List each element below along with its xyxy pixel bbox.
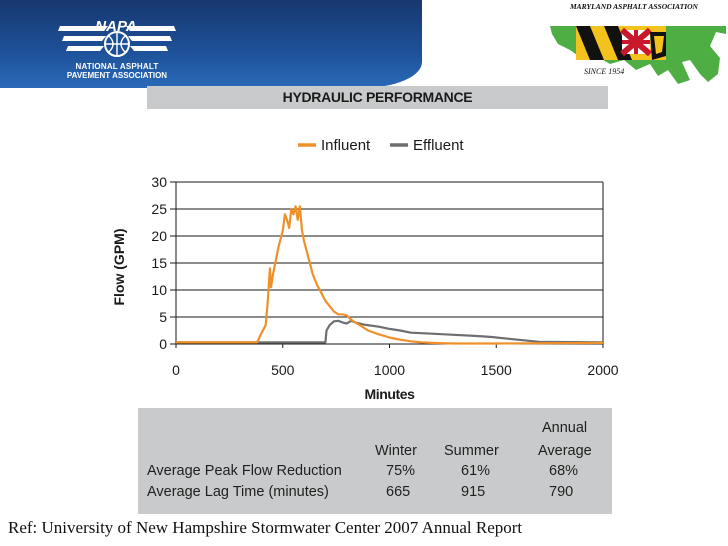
stats-header-average: Average <box>538 443 592 459</box>
stats-row-annual: 790 <box>549 484 574 500</box>
stats-row-winter: 75% <box>386 463 416 479</box>
stats-row-label: Average Peak Flow Reduction <box>147 463 342 479</box>
x-tick-label: 1500 <box>481 362 512 378</box>
y-tick-label: 0 <box>159 336 167 352</box>
x-axis-label: Minutes <box>364 386 415 402</box>
x-tick-label: 500 <box>271 362 295 378</box>
hydraulic-performance-chart: 0 5 10 15 20 25 30 0 500 1000 1500 2000 Minutes Flow … <box>100 112 620 412</box>
y-tick-label: 10 <box>151 282 167 298</box>
chart-svg: 0 5 10 15 20 25 30 0 500 1000 1500 2000 Minutes Flow … <box>111 137 619 402</box>
series-line-effluent <box>176 319 604 344</box>
stats-row-summer: 61% <box>461 463 491 479</box>
stats-row-label: Average Lag Time (minutes) <box>147 484 329 500</box>
x-tick-label: 1000 <box>374 362 405 378</box>
napa-header-banner <box>0 0 422 88</box>
series-line-influent <box>176 205 604 345</box>
stats-header-annual: Annual <box>542 420 588 436</box>
legend-label-influent: Influent <box>321 137 371 154</box>
chart-title-band: HYDRAULIC PERFORMANCE <box>147 86 608 109</box>
md-association-name: MARYLAND ASPHALT ASSOCIATION <box>570 2 698 11</box>
chart-title: HYDRAULIC PERFORMANCE <box>282 89 473 105</box>
napa-name-line2: PAVEMENT ASSOCIATION <box>66 71 168 80</box>
y-axis-label: Flow (GPM) <box>111 229 127 306</box>
x-tick-label: 2000 <box>587 362 618 378</box>
napa-name-line1: NATIONAL ASPHALT <box>75 62 159 71</box>
napa-wings-icon <box>58 26 176 57</box>
md-since-label: SINCE 1954 <box>584 67 625 76</box>
stats-row-summer: 915 <box>461 484 486 500</box>
y-tick-label: 25 <box>151 201 167 217</box>
stats-header-winter: Winter <box>375 443 417 459</box>
stats-row-winter: 665 <box>386 484 411 500</box>
x-tick-label: 0 <box>172 362 180 378</box>
y-tick-label: 20 <box>151 228 167 244</box>
maryland-asphalt-logo: MARYLAND ASPHALT ASSOCIATION SINCE 1954 <box>540 0 728 90</box>
stats-header-summer: Summer <box>444 443 499 459</box>
legend-label-effluent: Effluent <box>413 137 464 154</box>
stats-row-annual: 68% <box>549 463 579 479</box>
y-tick-label: 30 <box>151 174 167 190</box>
stats-table: Annual Winter Summer Average Average Pea… <box>138 408 612 514</box>
napa-logo: NAPA NATIONAL ASPHALT PAVEMENT ASSOCIATI… <box>52 8 182 80</box>
napa-acronym: NAPA <box>95 18 137 35</box>
y-tick-label: 15 <box>151 255 167 271</box>
y-tick-label: 5 <box>159 309 167 325</box>
reference-footnote: Ref: University of New Hampshire Stormwa… <box>8 518 523 537</box>
maryland-map-icon <box>550 26 726 84</box>
